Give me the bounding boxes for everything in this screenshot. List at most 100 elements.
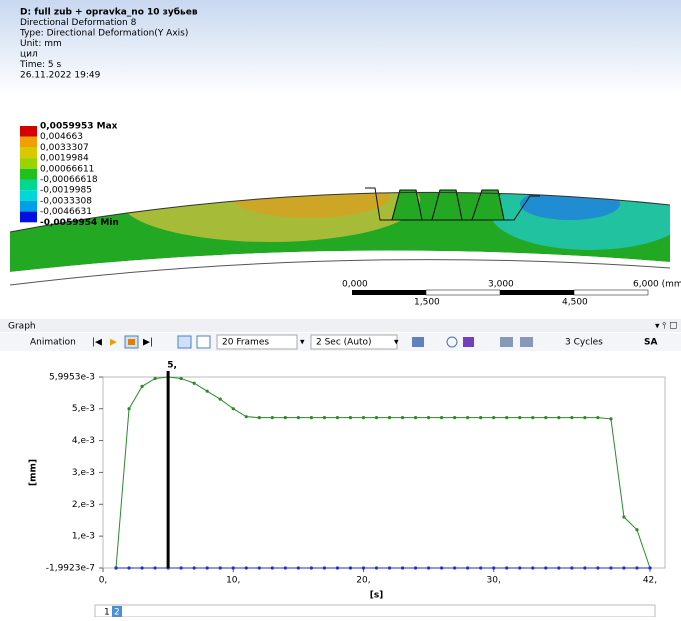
legend-swatch	[20, 180, 37, 191]
legend-label: 0,004663	[40, 132, 83, 142]
x-tick-label: 0,	[99, 576, 108, 586]
point	[388, 566, 391, 569]
btn-first[interactable]: |◀	[92, 338, 102, 348]
point	[349, 416, 352, 419]
point	[570, 566, 573, 569]
point	[544, 416, 547, 419]
point	[401, 416, 404, 419]
btn-colors[interactable]	[463, 337, 474, 347]
point	[518, 566, 521, 569]
point	[583, 416, 586, 419]
point	[466, 416, 469, 419]
point	[544, 566, 547, 569]
tab[interactable]: 1	[104, 608, 110, 618]
btn-play[interactable]: ▶	[110, 338, 117, 348]
mode[interactable]: SA	[644, 338, 657, 348]
point	[466, 566, 469, 569]
legend-swatch	[20, 212, 37, 223]
panel-titlebar	[0, 319, 681, 332]
point	[336, 416, 339, 419]
x-tick-label: 42,	[643, 576, 657, 586]
legend-label: -0,0046631	[40, 207, 92, 217]
legend-swatch	[20, 158, 37, 169]
point	[232, 407, 235, 410]
point	[635, 528, 638, 531]
point	[609, 566, 612, 569]
point	[180, 566, 183, 569]
point	[531, 566, 534, 569]
point	[453, 566, 456, 569]
point	[284, 566, 287, 569]
point	[414, 416, 417, 419]
scale-label: 3,000	[488, 280, 514, 290]
btn-a[interactable]	[500, 337, 513, 347]
point	[193, 382, 196, 385]
tab[interactable]: 2	[114, 608, 120, 618]
scale-seg	[500, 290, 574, 295]
legend-swatch	[20, 190, 37, 201]
point	[297, 566, 300, 569]
point	[427, 416, 430, 419]
point	[336, 566, 339, 569]
scale-label: 1,500	[414, 298, 440, 308]
panel-buttons[interactable]: ▾ ⫯ ☐ ✕	[655, 322, 681, 332]
scale-seg	[352, 290, 426, 295]
x-tick-label: 30,	[487, 576, 501, 586]
y-tick-label: 4,e-3	[72, 436, 95, 446]
point	[635, 566, 638, 569]
y-tick-label: -1,9923e-7	[46, 564, 95, 574]
btn-result-sets[interactable]	[197, 336, 210, 348]
legend-label: 0,0033307	[40, 143, 89, 153]
x-tick-label: 10,	[226, 576, 240, 586]
point	[492, 416, 495, 419]
point	[323, 566, 326, 569]
legend-swatch	[20, 169, 37, 180]
point	[258, 566, 261, 569]
legend-swatch	[20, 147, 37, 158]
point	[206, 390, 209, 393]
point	[258, 416, 261, 419]
point	[479, 566, 482, 569]
point	[557, 566, 560, 569]
point	[140, 566, 143, 569]
scale-label: 6,000 (mm)	[633, 280, 681, 290]
point	[232, 566, 235, 569]
header-line: Time: 5 s	[19, 60, 62, 70]
point	[127, 566, 130, 569]
legend-swatch	[20, 137, 37, 148]
point	[349, 566, 352, 569]
header-line: цил	[20, 50, 38, 60]
btn-export[interactable]	[412, 337, 424, 347]
y-tick-label: 2,e-3	[72, 500, 95, 510]
point	[492, 566, 495, 569]
y-tick-label: 1,e-3	[72, 532, 95, 542]
point	[245, 415, 248, 418]
scale-seg	[426, 290, 500, 295]
frames-value: 20 Frames	[222, 338, 269, 348]
point	[127, 407, 130, 410]
point	[648, 566, 651, 569]
point	[414, 566, 417, 569]
point	[193, 566, 196, 569]
page: D: full zub + opravka_no 10 зубьевDirect…	[0, 0, 681, 617]
header-line: D: full zub + opravka_no 10 зубьев	[20, 7, 198, 18]
point	[596, 566, 599, 569]
btn-distributed[interactable]	[178, 336, 191, 348]
scale-label: 0,000	[342, 280, 368, 290]
header-line: Unit: mm	[20, 39, 62, 49]
y-tick-label: 5,9953e-3	[49, 373, 95, 383]
point	[284, 416, 287, 419]
animation-label: Animation	[30, 338, 76, 348]
btn-last[interactable]: ▶|	[143, 338, 153, 348]
btn-b[interactable]	[520, 337, 533, 347]
point	[505, 566, 508, 569]
point	[440, 566, 443, 569]
legend-label: -0,0033308	[40, 196, 92, 206]
point	[245, 566, 248, 569]
y-tick-label: 5,e-3	[72, 404, 95, 414]
screen: D: full zub + opravka_no 10 зубьевDirect…	[0, 0, 681, 617]
y-tick-label: 3,e-3	[72, 468, 95, 478]
legend-label: -0,0019985	[40, 186, 92, 196]
point	[153, 566, 156, 569]
point	[271, 566, 274, 569]
